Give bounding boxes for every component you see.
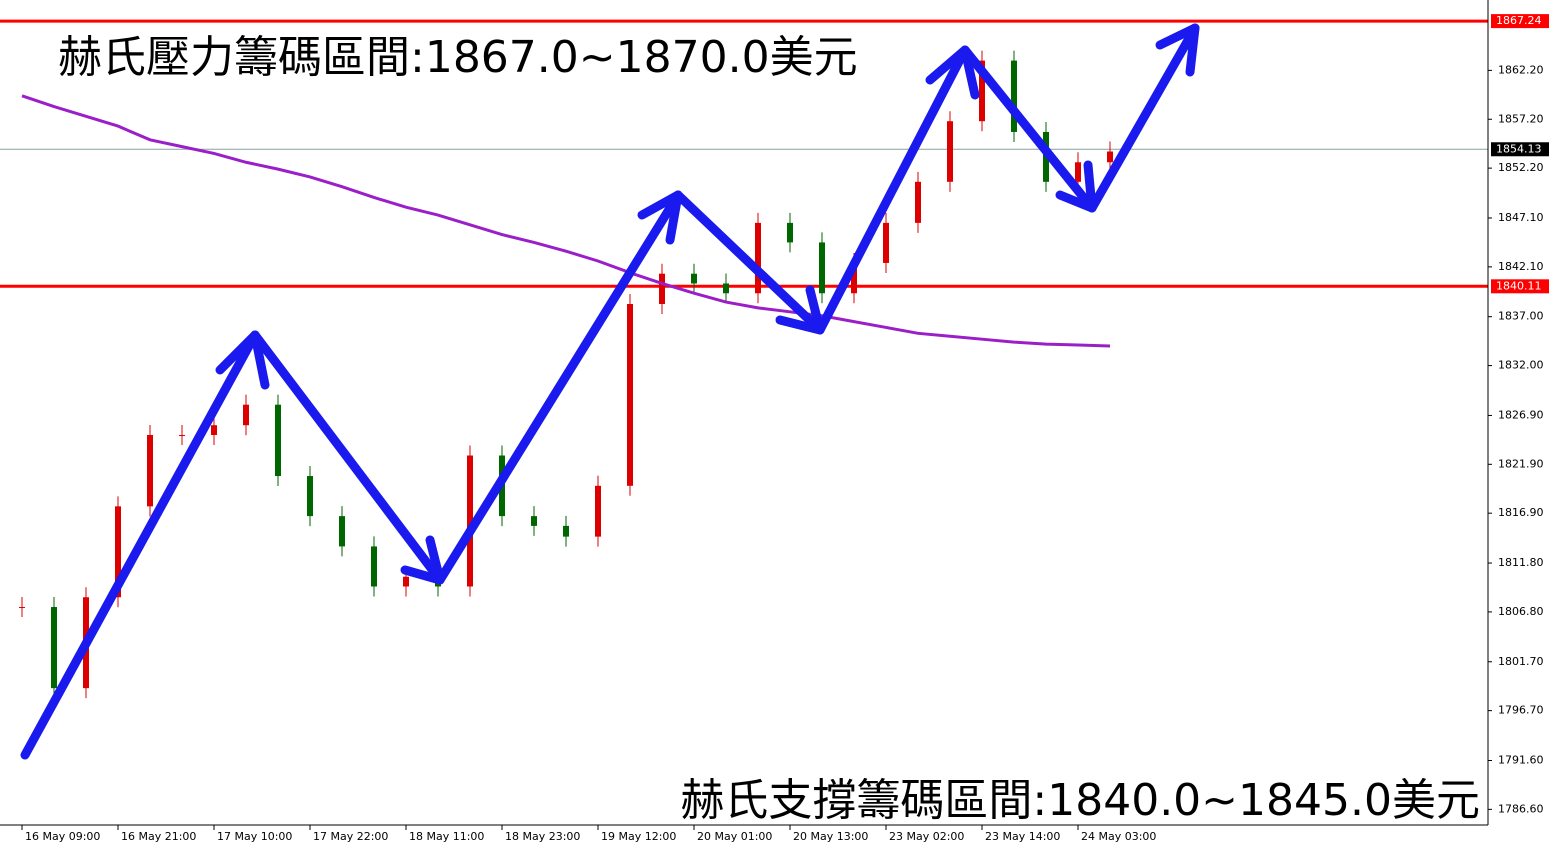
candle [723,283,729,294]
candle [947,121,953,182]
x-tick-label: 23 May 02:00 [889,830,964,843]
y-tick-label: 1816.90 [1498,506,1544,519]
x-tick-label: 16 May 21:00 [121,830,196,843]
moving-average [21,94,1111,348]
candle [1075,162,1081,182]
candle [851,262,857,294]
zigzag-arrow [20,23,1200,760]
candle [531,516,537,526]
y-tick-label: 1857.20 [1498,112,1544,125]
y-tick-label: 1826.90 [1498,408,1544,421]
candle [307,476,313,517]
x-tick-label: 20 May 01:00 [697,830,772,843]
candle [563,525,569,537]
candle [467,455,473,587]
x-tick-label: 17 May 22:00 [313,830,388,843]
x-tick-label: 24 May 03:00 [1081,830,1156,843]
x-tick-label: 16 May 09:00 [25,830,100,843]
candle [403,576,409,587]
candle [979,60,985,122]
annotation: 赫氏壓力籌碼區間:1867.0~1870.0美元 [58,32,858,83]
y-tick-label: 1791.60 [1498,753,1544,766]
x-tick-label: 18 May 23:00 [505,830,580,843]
y-tick-label: 1837.00 [1498,310,1544,323]
price-label: 1854.13 [1496,142,1542,155]
arrow-head [775,285,825,335]
candle [371,546,377,587]
candle [595,485,601,537]
arrow-head [637,190,683,245]
y-tick-label: 1796.70 [1498,704,1544,717]
price-label-box [1491,279,1549,294]
candle [659,273,665,304]
arrow-head [215,330,270,390]
y-tick-label: 1832.00 [1498,359,1544,372]
x-tick-label: 20 May 13:00 [793,830,868,843]
price-label-box [1491,142,1549,157]
candle [147,434,153,507]
x-tick-label: 19 May 12:00 [601,830,676,843]
candle [1107,151,1113,163]
candle [19,607,25,609]
x-tick-label: 23 May 14:00 [985,830,1060,843]
candle [51,607,57,689]
x-tick-label: 18 May 11:00 [409,830,484,843]
y-tick-label: 1811.80 [1498,556,1544,569]
arrow-head [400,535,445,585]
y-tick-label: 1806.80 [1498,605,1544,618]
arrow-head [925,45,980,100]
price-label: 1867.24 [1496,14,1542,27]
candle [243,404,249,426]
y-tick-label: 1842.10 [1498,260,1544,273]
candle [755,222,761,294]
y-tick-label: 1852.20 [1498,161,1544,174]
price-label-box [1491,14,1549,29]
candle [819,242,825,294]
candle [1011,60,1017,132]
annotation: 赫氏支撐籌碼區間:1840.0~1845.0美元 [680,775,1480,826]
arrow-head [1155,23,1200,77]
trend-arrows [20,23,1200,760]
candle [787,222,793,243]
x-tick-label: 17 May 10:00 [217,830,292,843]
candle [883,222,889,263]
candle [275,404,281,477]
arrow-head [1055,160,1097,213]
y-tick-label: 1847.10 [1498,211,1544,224]
y-tick-label: 1821.90 [1498,457,1544,470]
candle [115,506,121,598]
candle [211,425,217,435]
candle [339,516,345,547]
y-tick-label: 1786.60 [1498,802,1544,815]
price-label: 1840.11 [1496,279,1542,292]
candle [915,181,921,223]
candle [179,434,185,436]
candle [691,273,697,284]
y-tick-label: 1862.20 [1498,63,1544,76]
y-tick-label: 1801.70 [1498,655,1544,668]
candle [627,303,633,486]
